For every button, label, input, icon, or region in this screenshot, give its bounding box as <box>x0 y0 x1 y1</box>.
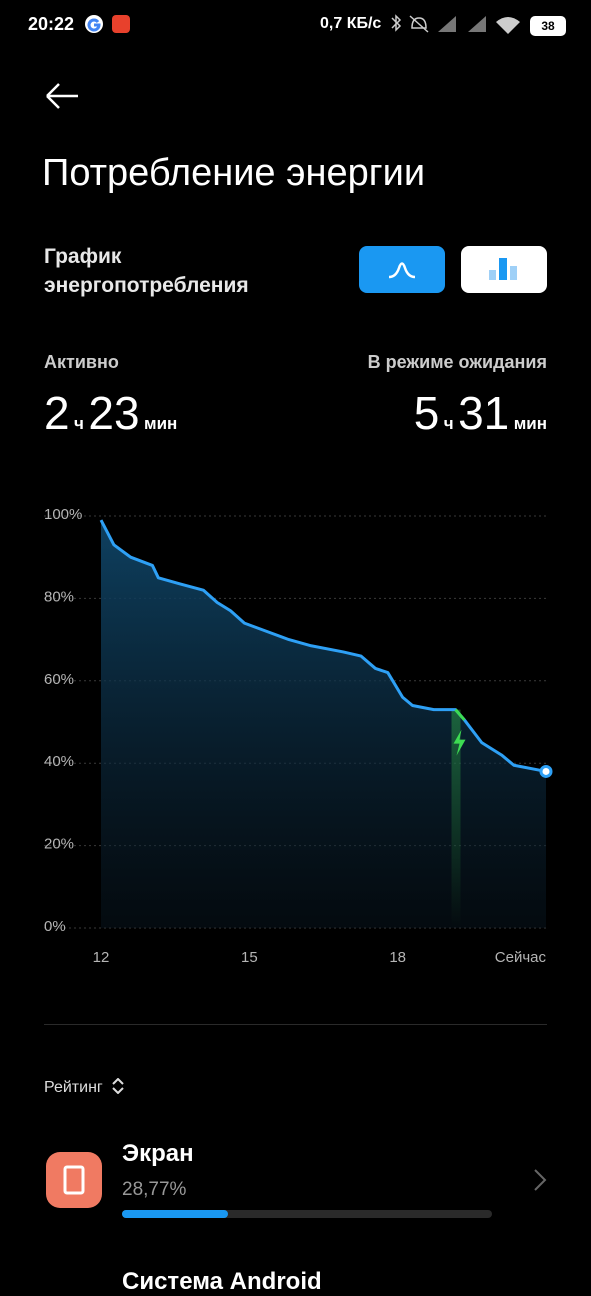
bar-chart-toggle[interactable] <box>461 246 547 293</box>
y-tick-label: 80% <box>44 588 74 605</box>
progress-bar <box>122 1210 229 1218</box>
signal-icon <box>468 16 486 32</box>
ranking-label: Рейтинг <box>44 1079 103 1096</box>
sort-icon <box>112 1077 124 1095</box>
active-time: 2 ч 23 мин <box>44 386 177 440</box>
active-hours-unit: ч <box>74 414 84 433</box>
charging-line <box>454 708 466 721</box>
battery-indicator: 38 <box>530 16 566 36</box>
mute-icon <box>409 15 429 33</box>
sort-glyph <box>112 1077 124 1095</box>
divider <box>44 1024 547 1025</box>
y-tick-label: 60% <box>44 671 74 688</box>
active-minutes-unit: мин <box>144 414 178 433</box>
charging-bolt <box>453 729 466 756</box>
battery-level: 38 <box>541 19 555 33</box>
status-icons <box>391 14 520 34</box>
line-chart-toggle-icon <box>388 262 416 279</box>
screen-icon <box>63 1165 85 1195</box>
signal-icon <box>438 16 456 32</box>
standby-time: 5 ч 31 мин <box>414 386 547 440</box>
status-app-icons <box>85 15 130 33</box>
progress-track <box>122 1210 492 1218</box>
active-label: Активно <box>44 352 119 372</box>
section-title: График энергопотребления <box>44 245 249 297</box>
app-icon <box>112 15 130 33</box>
bar-glyph <box>510 266 517 280</box>
item-name: Экран <box>122 1140 194 1167</box>
page-title: Потребление энергии <box>42 152 426 194</box>
back-arrow <box>46 83 78 109</box>
current-point <box>539 764 553 778</box>
y-tick-label: 0% <box>44 918 66 935</box>
ranking-item[interactable]: Экран 28,77% <box>0 1130 591 1230</box>
item-percent: 28,77% <box>122 1179 187 1200</box>
status-speed: 0,7 КБ/с <box>320 15 382 32</box>
x-tick-label: 12 <box>93 949 110 966</box>
standby-minutes: 31 <box>458 387 510 439</box>
back-button[interactable] <box>44 80 84 112</box>
y-tick-label: 20% <box>44 836 74 853</box>
charging-band <box>451 709 461 928</box>
x-tick-label: Сейчас <box>495 949 547 966</box>
battery-chart: 0% 20% 40% 60% 80% 100% 12 15 18 Сейчас <box>44 506 553 966</box>
app-icon-glyph <box>87 18 101 32</box>
x-tick-label: 18 <box>389 949 406 966</box>
standby-minutes-unit: мин <box>513 414 547 433</box>
ranking-sort[interactable]: Рейтинг <box>44 1077 125 1097</box>
wifi-icon <box>496 17 520 34</box>
line-chart-toggle[interactable] <box>359 246 445 293</box>
chevron-glyph <box>534 1169 547 1191</box>
item-name: Система Android <box>122 1268 322 1295</box>
y-tick-label: 100% <box>44 506 82 523</box>
bar-glyph <box>489 270 496 280</box>
app-icon <box>46 1152 102 1208</box>
x-tick-label: 15 <box>241 949 258 966</box>
curve-glyph <box>388 262 416 279</box>
bluetooth-icon <box>391 14 402 32</box>
active-hours: 2 <box>44 387 70 439</box>
standby-label: В режиме ожидания <box>367 352 547 372</box>
standby-hours-unit: ч <box>443 414 454 433</box>
chevron <box>534 1169 547 1191</box>
bar-glyph <box>499 258 507 280</box>
status-time: 20:22 <box>28 14 75 34</box>
standby-hours: 5 <box>413 387 440 439</box>
active-minutes: 23 <box>88 387 140 439</box>
y-tick-label: 40% <box>44 753 74 770</box>
area-fill <box>101 520 546 928</box>
bar-chart-toggle-icon <box>489 258 517 280</box>
screen-glyph <box>63 1165 85 1195</box>
